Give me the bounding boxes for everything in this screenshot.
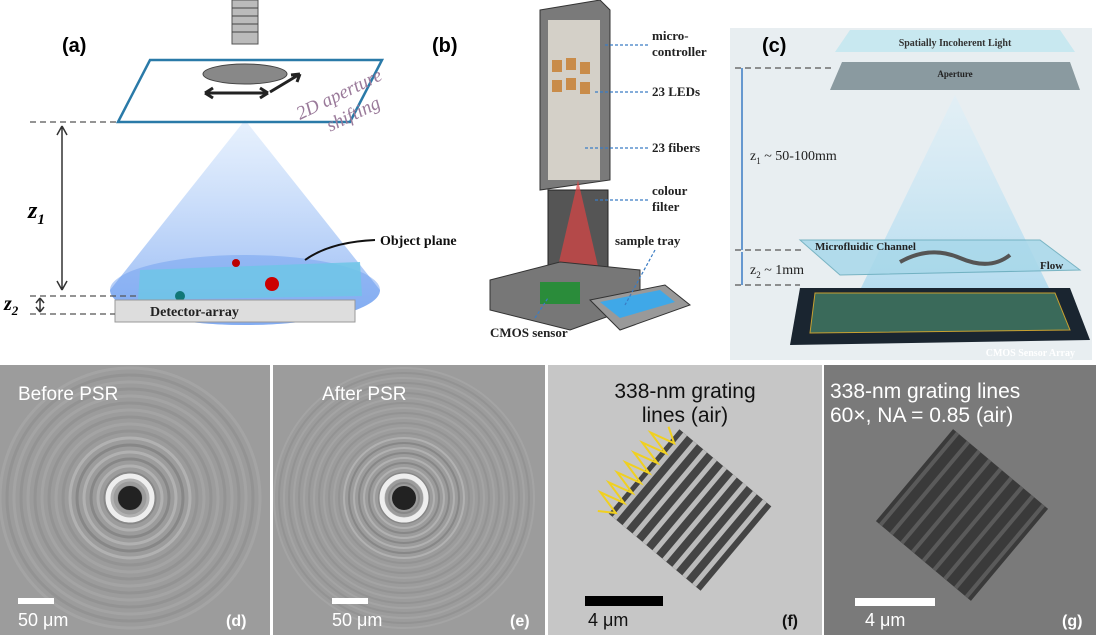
- callout: micro-controller: [652, 28, 707, 59]
- panel-label: (b): [432, 35, 458, 57]
- panel-label: (d): [226, 613, 246, 630]
- scale-bar: [18, 598, 54, 604]
- aperture-text: 2D apertureshifting: [293, 65, 396, 146]
- panel-label: (e): [510, 613, 530, 630]
- panel-title: Before PSR: [18, 384, 118, 405]
- scale-label: 4 μm: [588, 610, 628, 630]
- panel-label: (a): [62, 35, 86, 57]
- panel-b: (b) micro-controller 23 LEDs 23 fibers c…: [432, 0, 707, 340]
- z1-label: z1 ~ 50-100mm: [750, 149, 837, 166]
- panel-label: (f): [782, 613, 798, 630]
- z2-arrow: [36, 298, 44, 312]
- figure: (a) 2D apertureshifting Detector-array O…: [0, 0, 1096, 635]
- scale-label: 50 μm: [18, 610, 68, 630]
- light-source: [232, 0, 258, 44]
- callout: 23 LEDs: [652, 84, 700, 99]
- object-plane-label: Object plane: [380, 234, 457, 249]
- housing-inside: [548, 20, 600, 180]
- panel-title: 338-nm grating lines60×, NA = 0.85 (air): [830, 380, 1020, 427]
- scale-bar: [332, 598, 368, 604]
- scale-label: 4 μm: [865, 610, 905, 630]
- callout: sample tray: [615, 233, 681, 248]
- detector-label: Detector-array: [150, 305, 239, 320]
- object: [392, 486, 416, 510]
- object: [265, 277, 279, 291]
- panel-title: After PSR: [322, 384, 406, 405]
- aperture-label: Aperture: [937, 69, 972, 79]
- callout: 23 fibers: [652, 140, 700, 155]
- object: [118, 486, 142, 510]
- callout: CMOS sensor: [490, 325, 568, 340]
- flow-label: Flow: [1040, 260, 1063, 272]
- scale-label: 50 μm: [332, 610, 382, 630]
- light-label: Spatially Incoherent Light: [899, 38, 1012, 49]
- z1-label: z1: [27, 198, 45, 228]
- sensor-array: [810, 293, 1070, 333]
- aperture-disk: [203, 64, 287, 84]
- panel-label: (g): [1062, 613, 1082, 630]
- scale-bar: [585, 596, 663, 606]
- channel-label: Microfluidic Channel: [815, 241, 916, 253]
- z1-arrow: [57, 126, 67, 290]
- panel-a: (a) 2D apertureshifting Detector-array O…: [3, 0, 457, 325]
- z2-label: z2: [3, 293, 19, 318]
- sensor-label: CMOS Sensor Array: [986, 348, 1075, 359]
- panel-label: (c): [762, 35, 786, 57]
- object: [232, 259, 240, 267]
- panel-c: (c) Spatially Incoherent Light Aperture …: [730, 28, 1092, 360]
- scale-bar: [855, 598, 935, 606]
